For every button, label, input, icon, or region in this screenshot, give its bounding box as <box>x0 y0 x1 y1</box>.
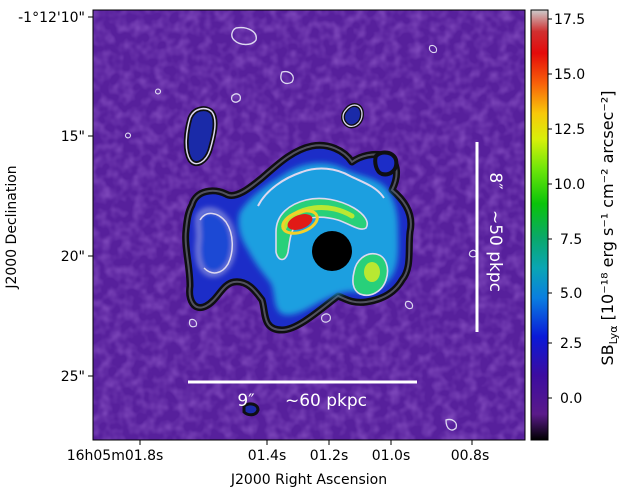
noise-blob <box>124 132 132 139</box>
colorbar-tick-label: 10.0 <box>554 177 585 193</box>
noise-blob <box>231 26 257 46</box>
y-tick-label: 25" <box>61 369 85 385</box>
colorbar-ticks <box>548 18 552 399</box>
colorbar-tick-label: 7.5 <box>560 232 582 248</box>
noise-blob <box>230 93 242 103</box>
y-tick-label: 15" <box>61 129 85 145</box>
colorbar-tick-label: 5.0 <box>560 286 582 302</box>
y-tick-label: 20" <box>61 249 85 265</box>
colorbar-tick-label: 0.0 <box>560 391 582 407</box>
x-tick-label: 16h05m01.8s <box>67 448 164 464</box>
x-tick-label: 01.2s <box>310 448 348 464</box>
y-axis <box>88 16 93 377</box>
noise-blob <box>373 150 399 177</box>
nebula-left-lobe <box>196 208 235 276</box>
x-tick-label: 00.8s <box>451 448 489 464</box>
plot-frame <box>92 9 526 441</box>
x-axis-label: J2000 Right Ascension <box>230 472 387 488</box>
nebula-left-lobe-contour <box>199 212 233 274</box>
nebula-right-knot-core <box>364 262 380 282</box>
nebula-high-arc-inner <box>281 205 355 231</box>
x-tick-label: 01.4s <box>248 448 286 464</box>
noise-blob <box>280 70 294 85</box>
colorbar-tick-label: 17.5 <box>554 12 585 28</box>
noise-blob <box>242 402 260 417</box>
colorbar-tick-label: 2.5 <box>560 336 582 352</box>
x-axis <box>139 440 473 445</box>
nebula-mid-contour <box>257 167 385 207</box>
surface-brightness-map: 9″ ~60 pkpc 8″ ~50 pkpc <box>93 10 525 440</box>
noise-blob <box>404 300 414 310</box>
colorbar <box>530 9 549 441</box>
x-tick-label: 01.0s <box>372 448 410 464</box>
scalebar-vertical-distance: ~50 pkpc <box>485 210 505 292</box>
noise-blob <box>428 44 438 54</box>
scalebar-vertical-angle: 8″ <box>485 172 505 189</box>
scalebar-horizontal-angle: 9″ <box>237 391 254 411</box>
y-tick-label: -1°12'10" <box>18 10 85 26</box>
nebula-peak-halo <box>281 209 319 235</box>
noise-blob <box>154 88 162 95</box>
colorbar-tick-label: 12.5 <box>554 122 585 138</box>
noise-blob <box>185 107 216 165</box>
colorbar-label: SBLyα [10⁻¹⁸ erg s⁻¹ cm⁻² arcsec⁻²] <box>598 91 620 366</box>
qso-mask <box>312 231 352 271</box>
scalebar-horizontal-distance: ~60 pkpc <box>285 391 367 411</box>
noise-blob <box>321 313 331 323</box>
noise-blob <box>188 318 198 328</box>
noise-blob <box>445 418 458 431</box>
nebula-peak <box>287 214 313 230</box>
noise-blob <box>342 104 363 128</box>
colorbar-tick-label: 15.0 <box>554 67 585 83</box>
y-axis-label: J2000 Declination <box>4 165 20 289</box>
nebula-outer-contour-halo <box>184 144 412 332</box>
